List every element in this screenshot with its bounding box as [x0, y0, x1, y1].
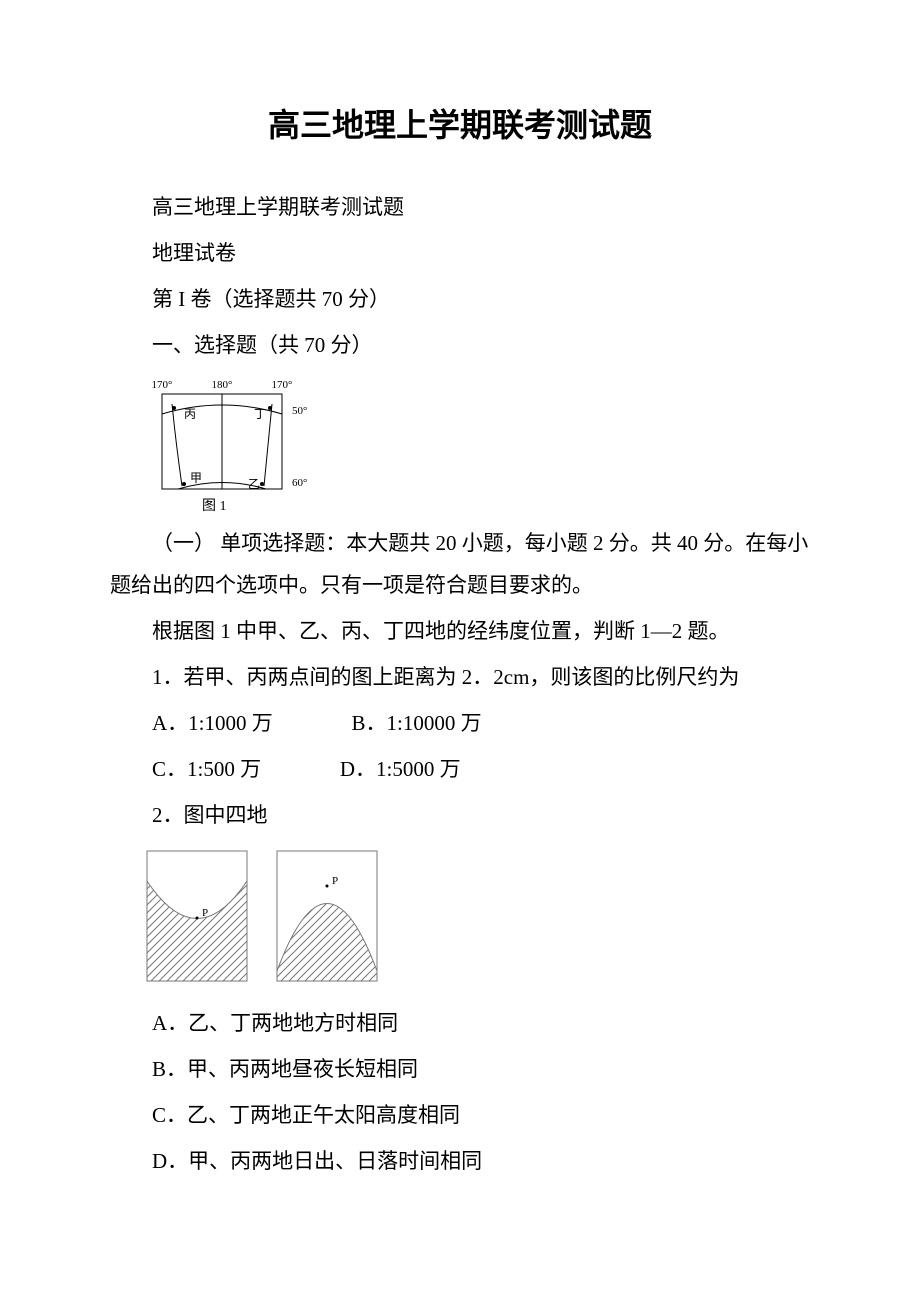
section-single-choice: （一） 单项选择题：本大题共 20 小题，每小题 2 分。共 40 分。在每小题… — [110, 522, 810, 606]
section-1: 第 I 卷（选择题共 70 分） — [110, 278, 810, 320]
svg-text:丙: 丙 — [184, 407, 196, 421]
svg-text:丁: 丁 — [254, 407, 266, 421]
page-title: 高三地理上学期联考测试题 — [110, 100, 810, 146]
figure-2: P P — [142, 846, 810, 986]
paper-label: 地理试卷 — [110, 232, 810, 274]
q1-optC: C．1:500 万 — [152, 757, 261, 781]
svg-text:甲: 甲 — [190, 471, 202, 485]
q1-options-row1: A．1:1000 万 B．1:10000 万 — [110, 702, 810, 744]
svg-text:60°: 60° — [292, 477, 307, 489]
svg-text:P: P — [202, 907, 208, 919]
q2-stem: 2．图中四地 — [110, 794, 810, 836]
q2-optB: B．甲、丙两地昼夜长短相同 — [110, 1048, 810, 1090]
subtitle-line: 高三地理上学期联考测试题 — [110, 186, 810, 228]
q1-stem: 1．若甲、丙两点间的图上距离为 2．2cm，则该图的比例尺约为 — [110, 656, 810, 698]
q2-optD: D．甲、丙两地日出、日落时间相同 — [110, 1140, 810, 1182]
svg-text:180°: 180° — [212, 379, 233, 391]
svg-text:P: P — [332, 875, 338, 887]
figure-1: 170° 180° 170° 50° 60° 丙 丁 甲 乙 图 1 — [142, 374, 810, 514]
stem-1-2: 根据图 1 中甲、乙、丙、丁四地的经纬度位置，判断 1—2 题。 — [110, 610, 810, 652]
svg-text:50°: 50° — [292, 405, 307, 417]
q2-optA: A．乙、丁两地地方时相同 — [110, 1002, 810, 1044]
q2-optC: C．乙、丁两地正午太阳高度相同 — [110, 1094, 810, 1136]
q1-options-row2: C．1:500 万 D．1:5000 万 — [110, 748, 810, 790]
svg-text:图 1: 图 1 — [202, 499, 227, 514]
q1-optD: D．1:5000 万 — [340, 757, 461, 781]
svg-text:170°: 170° — [152, 379, 173, 391]
section-choice: 一、选择题（共 70 分） — [110, 324, 810, 366]
svg-text:乙: 乙 — [248, 477, 260, 491]
svg-text:170°: 170° — [272, 379, 293, 391]
q1-optB: B．1:10000 万 — [352, 711, 482, 735]
q1-optA: A．1:1000 万 — [152, 711, 273, 735]
